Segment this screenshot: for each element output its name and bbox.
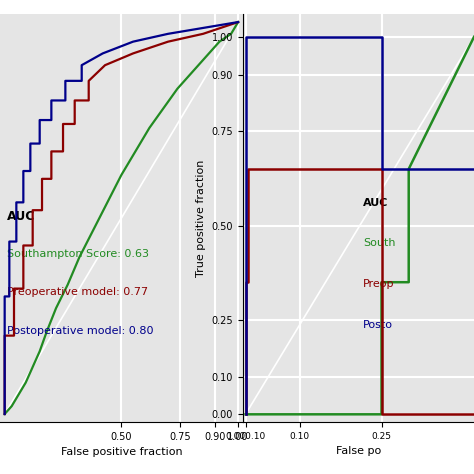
Text: Southampton Score: 0.63: Southampton Score: 0.63 [7,248,149,259]
Text: AUC: AUC [7,210,36,223]
Text: AUC: AUC [363,198,388,208]
X-axis label: False po: False po [336,446,381,456]
Text: Posto: Posto [363,320,393,330]
Y-axis label: True positive fraction: True positive fraction [196,159,206,277]
X-axis label: False positive fraction: False positive fraction [61,447,182,457]
Text: Postoperative model: 0.80: Postoperative model: 0.80 [7,326,154,336]
Text: South: South [363,238,395,248]
Text: Preop: Preop [363,279,394,289]
Text: Preoperative model: 0.77: Preoperative model: 0.77 [7,287,148,297]
